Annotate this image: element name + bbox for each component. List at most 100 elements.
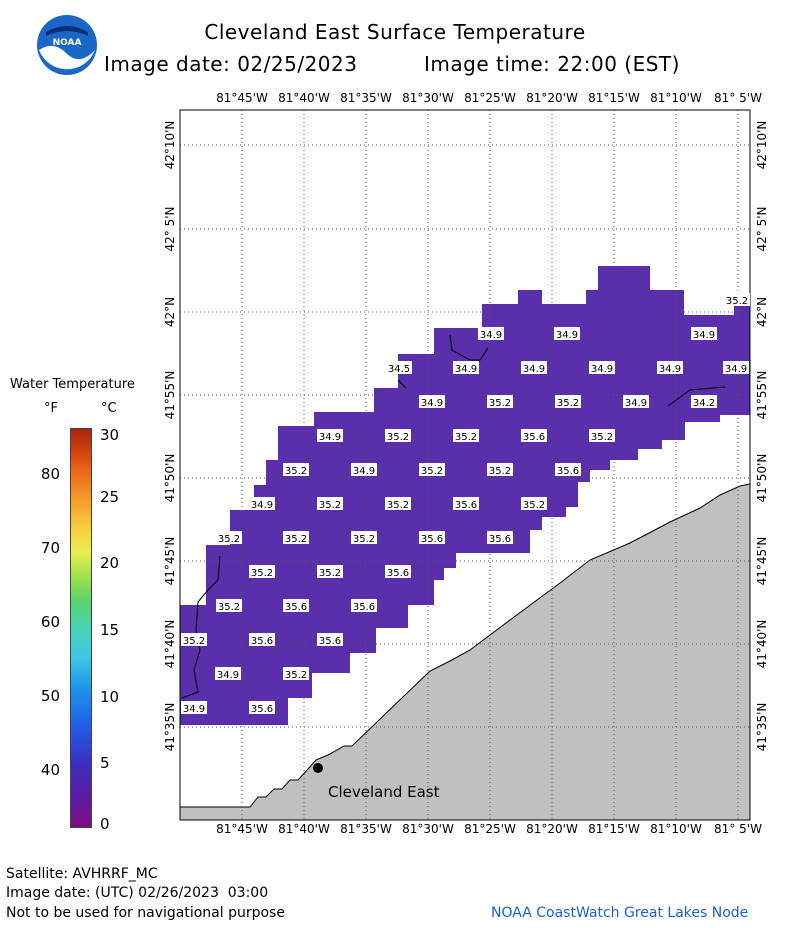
lat-label: 42°N <box>755 296 769 328</box>
water-area <box>180 266 750 725</box>
lon-label: 81°10'W <box>650 822 702 836</box>
temp-label-bg <box>249 633 275 646</box>
temp-value: 35.2 <box>218 602 240 613</box>
legend-c-tick: 10 <box>100 688 120 706</box>
lon-label: 81°15'W <box>588 822 640 836</box>
color-bar <box>70 428 92 828</box>
lon-label: 81°40'W <box>278 822 330 836</box>
lon-label: 81°30'W <box>402 91 454 105</box>
temp-label-bg <box>317 429 343 442</box>
temp-value: 35.2 <box>285 466 307 477</box>
temp-value: 35.6 <box>489 534 511 545</box>
temp-value: 34.9 <box>659 364 681 375</box>
temp-value: 35.2 <box>285 670 307 681</box>
satellite-info: Satellite: AVHRRF_MC <box>6 866 158 882</box>
contour-line <box>397 379 407 389</box>
lon-label: 81°25'W <box>464 822 516 836</box>
temp-value: 34.9 <box>319 432 341 443</box>
temp-label-bg <box>487 395 513 408</box>
temp-value: 35.6 <box>319 636 341 647</box>
temp-value: 34.9 <box>480 330 502 341</box>
image-time: Image time: 22:00 (EST) <box>424 52 680 76</box>
temp-value: 34.9 <box>353 466 375 477</box>
legend-c-tick: 25 <box>100 488 120 506</box>
credit-link[interactable]: NOAA CoastWatch Great Lakes Node <box>491 905 749 921</box>
temp-label-bg <box>317 633 343 646</box>
temp-value: 35.6 <box>455 500 477 511</box>
temp-value: 35.6 <box>523 432 545 443</box>
temp-value: 34.9 <box>183 704 205 715</box>
utc-date: Image date: (UTC) 02/26/2023 03:00 <box>6 885 269 901</box>
temp-label-bg <box>216 599 242 612</box>
legend-f-tick: 60 <box>40 613 60 631</box>
lon-label: 81°25'W <box>464 91 516 105</box>
lon-label: 81°45'W <box>216 822 268 836</box>
lon-label: 81°35'W <box>340 822 392 836</box>
legend-f-tick: 50 <box>40 687 60 705</box>
temp-label-bg <box>555 463 581 476</box>
temp-label-bg <box>249 701 275 714</box>
temp-label-bg <box>317 497 343 510</box>
temp-label-bg <box>453 361 479 374</box>
lon-label: 81°10'W <box>650 91 702 105</box>
temp-label-bg <box>453 429 479 442</box>
legend-f-tick: 80 <box>40 465 60 483</box>
temp-label-bg <box>385 429 411 442</box>
legend-unit-f: °F <box>44 401 58 416</box>
temp-label-bg <box>487 531 513 544</box>
legend-c-tick: 5 <box>100 754 110 772</box>
temp-label-bg <box>283 531 309 544</box>
temp-value: 34.9 <box>556 330 578 341</box>
temp-label-bg <box>351 531 377 544</box>
station-label: Cleveland East <box>328 783 440 801</box>
lat-label: 41°50'N <box>163 453 177 503</box>
lat-label: 41°50'N <box>755 453 769 503</box>
image-date: Image date: 02/25/2023 <box>104 52 358 76</box>
temp-label-bg <box>521 497 547 510</box>
lat-label: 41°40'N <box>163 619 177 669</box>
temp-value: 34.9 <box>693 330 715 341</box>
temp-label-bg <box>723 361 749 374</box>
temp-label-bg <box>181 701 207 714</box>
lat-label: 42°10'N <box>163 120 177 170</box>
temp-label-bg <box>691 395 717 408</box>
temp-value: 34.9 <box>625 398 647 409</box>
lon-label: 81°15'W <box>588 91 640 105</box>
lon-label: 81°45'W <box>216 91 268 105</box>
disclaimer: Not to be used for navigational purpose <box>6 905 285 921</box>
temp-label-bg <box>351 463 377 476</box>
land-area <box>179 483 751 821</box>
temp-value: 35.6 <box>285 602 307 613</box>
temp-label-bg <box>317 565 343 578</box>
lat-label: 42°10'N <box>755 120 769 170</box>
temp-value: 35.2 <box>387 500 409 511</box>
temp-label-bg <box>691 327 717 340</box>
temp-value: 35.6 <box>251 704 273 715</box>
logo-text: NOAA <box>53 38 82 48</box>
temp-value: 35.2 <box>726 296 748 307</box>
lat-label: 41°35'N <box>163 702 177 752</box>
lat-label: 41°55'N <box>755 370 769 420</box>
lon-label: 81°40'W <box>278 91 330 105</box>
temp-label-bg <box>478 327 504 340</box>
temp-value: 35.2 <box>319 500 341 511</box>
legend-f-tick: 40 <box>40 761 60 779</box>
temp-label-bg <box>521 429 547 442</box>
temp-value: 35.2 <box>353 534 375 545</box>
lat-label: 41°45'N <box>163 536 177 586</box>
temp-value: 34.9 <box>591 364 613 375</box>
map-grid <box>180 110 750 820</box>
temp-label-bg <box>589 361 615 374</box>
temperature-labels: 35.2 34.9 34.9 34.9 34.5 34.9 34.9 34.9 34.9 34.9… <box>181 293 750 715</box>
temp-value: 34.9 <box>455 364 477 375</box>
temp-value: 35.2 <box>489 466 511 477</box>
temperature-map: 35.2 34.9 34.9 34.9 34.5 34.9 34.9 34.9 34.9 34.9… <box>179 109 751 821</box>
temp-value: 35.2 <box>387 432 409 443</box>
temp-label-bg <box>249 497 275 510</box>
temp-value: 35.6 <box>251 636 273 647</box>
legend-c-tick: 20 <box>100 554 120 572</box>
temp-label-bg <box>521 361 547 374</box>
temp-value: 34.9 <box>217 670 239 681</box>
temp-label-bg <box>216 531 242 544</box>
temp-value: 35.6 <box>353 602 375 613</box>
